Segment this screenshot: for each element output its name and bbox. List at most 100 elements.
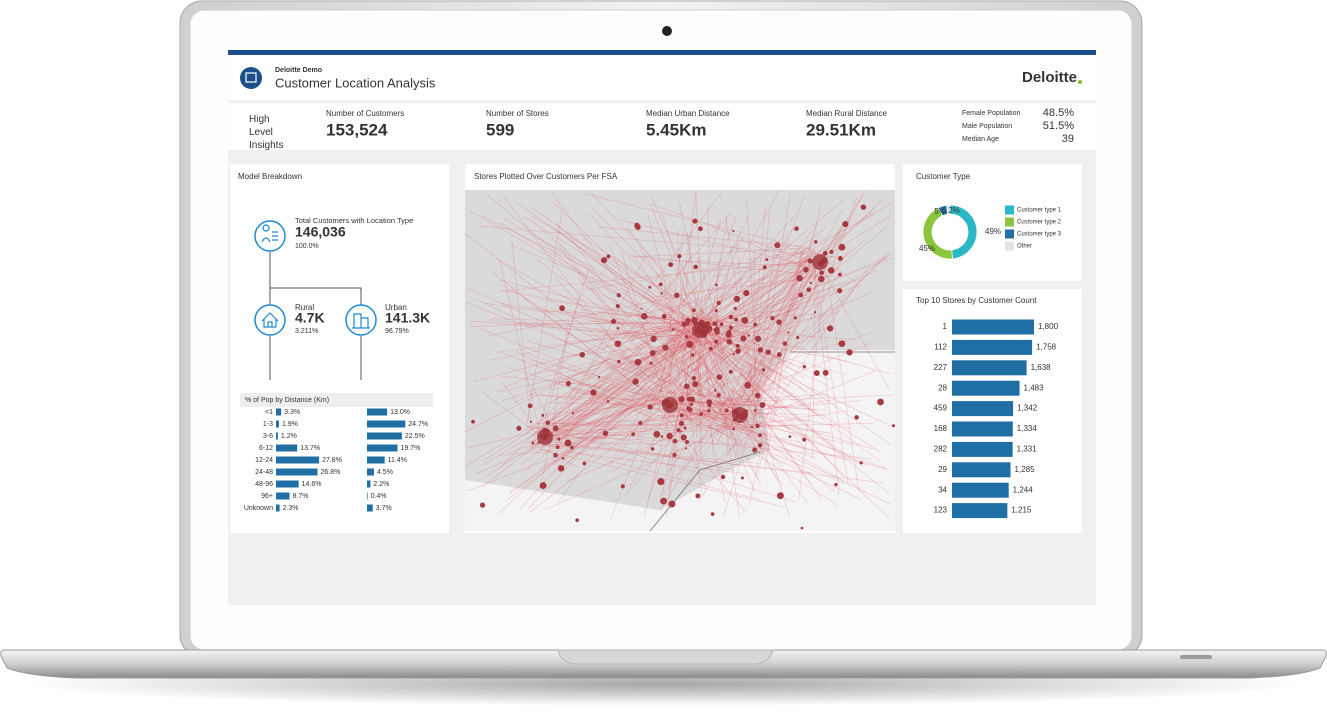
map-dot xyxy=(660,292,663,295)
map-line xyxy=(684,235,789,419)
map-line xyxy=(706,339,806,403)
map-dot xyxy=(597,376,601,379)
map-line xyxy=(547,342,696,423)
map-line xyxy=(653,350,689,420)
map-line xyxy=(832,226,843,250)
map-line xyxy=(672,400,810,409)
map-dot xyxy=(557,437,561,441)
map-dot xyxy=(803,266,809,273)
map-line xyxy=(554,277,675,407)
bar xyxy=(276,456,320,464)
map-line xyxy=(691,336,852,460)
map-dot xyxy=(668,500,676,508)
map-line xyxy=(567,410,730,482)
map-line xyxy=(708,341,793,389)
map-dot xyxy=(813,370,820,376)
map-line xyxy=(678,200,725,428)
map-dot xyxy=(552,425,559,432)
map-line xyxy=(827,239,865,272)
map-line xyxy=(683,332,759,445)
map-line xyxy=(484,302,688,333)
map-dot xyxy=(724,408,729,413)
map-hub xyxy=(812,254,828,270)
map-line xyxy=(560,391,683,440)
map-line xyxy=(696,258,823,337)
map-dot xyxy=(837,288,843,294)
map-dot xyxy=(796,275,803,282)
map-dot xyxy=(641,313,648,320)
bar xyxy=(367,468,374,476)
map-dot xyxy=(757,443,763,448)
map-line xyxy=(499,375,758,401)
map-line xyxy=(487,265,823,337)
map-line xyxy=(526,208,563,425)
node-value: 146,036 xyxy=(295,224,346,240)
map-dot xyxy=(817,275,825,283)
map-line xyxy=(682,410,770,435)
map-dot xyxy=(685,439,690,444)
map-dot xyxy=(714,309,718,313)
map-dot xyxy=(527,403,533,409)
map-line xyxy=(501,381,535,426)
map-dot xyxy=(854,415,859,420)
bar xyxy=(367,444,398,452)
map-dot xyxy=(762,265,767,270)
map-line xyxy=(697,256,710,324)
map-line xyxy=(685,319,707,422)
map-line xyxy=(540,298,697,325)
map-line xyxy=(711,323,763,336)
kpi-value: 599 xyxy=(486,120,514,139)
map-hub xyxy=(692,322,708,338)
map-line xyxy=(498,279,706,332)
map-line xyxy=(703,311,839,345)
map-dot xyxy=(541,413,545,417)
header xyxy=(228,55,1096,100)
map-line xyxy=(680,343,703,497)
map-line xyxy=(645,327,692,422)
map-line xyxy=(626,226,704,325)
map xyxy=(465,190,895,531)
bar xyxy=(367,480,371,488)
map-dot xyxy=(708,346,713,351)
map-line xyxy=(561,253,647,424)
map-line xyxy=(723,386,781,402)
map-dot xyxy=(640,307,643,310)
map-dot xyxy=(735,348,741,354)
map-line xyxy=(676,409,737,454)
map-dot xyxy=(716,393,721,398)
map-line xyxy=(540,442,762,501)
map-dot xyxy=(650,335,657,343)
map-line xyxy=(653,409,767,435)
map-line xyxy=(550,337,704,391)
map-dot xyxy=(679,413,684,418)
map-line xyxy=(697,324,818,415)
donut-label: 49% xyxy=(985,227,1001,236)
map-dot xyxy=(776,352,782,358)
map-line xyxy=(742,305,801,413)
map-line xyxy=(660,249,816,512)
map-line xyxy=(662,412,746,513)
map-line xyxy=(667,340,705,467)
map-dot xyxy=(615,304,620,309)
bar-value: 0.4% xyxy=(371,493,387,500)
node-share: 3.211% xyxy=(295,328,318,335)
map-line xyxy=(479,225,808,255)
map-dot xyxy=(557,465,565,472)
bar-value: 1,285 xyxy=(1015,465,1036,474)
map-line xyxy=(650,205,703,339)
map-line xyxy=(557,253,694,450)
map-line xyxy=(499,260,544,446)
map-line xyxy=(721,191,866,418)
node-share: 96.79% xyxy=(385,328,409,335)
map-dot xyxy=(728,325,734,330)
map-dot xyxy=(649,361,653,365)
map-line xyxy=(695,336,756,418)
brand-dot xyxy=(1078,80,1082,84)
map-line xyxy=(485,329,708,478)
map-line xyxy=(699,339,891,495)
map-line xyxy=(695,327,755,446)
map-line xyxy=(544,329,686,432)
map-line xyxy=(732,290,854,430)
map-line xyxy=(720,403,827,411)
map-dot xyxy=(754,335,762,342)
